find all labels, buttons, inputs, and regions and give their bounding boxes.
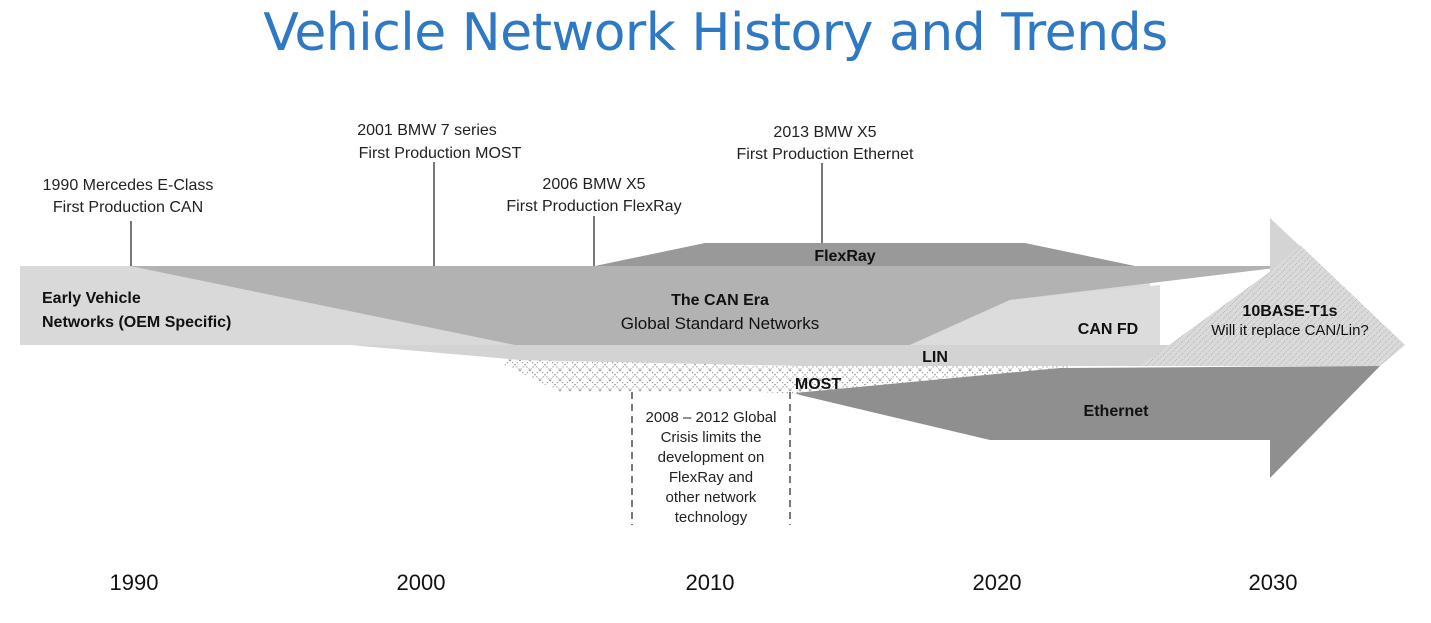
can-era-band: [130, 266, 1275, 345]
milestone-1990-line2: First Production CAN: [53, 199, 203, 216]
early-networks-label-2: Networks (OEM Specific): [42, 314, 231, 331]
early-networks-label-1: Early Vehicle: [42, 290, 141, 307]
crisis-line-5: other network: [666, 489, 757, 506]
crisis-line-1: 2008 – 2012 Global: [646, 409, 777, 426]
lin-label: LIN: [922, 349, 948, 366]
milestone-2006-line2: First Production FlexRay: [506, 198, 681, 215]
t1s-region: [1140, 245, 1405, 366]
crisis-line-4: FlexRay and: [669, 469, 753, 486]
milestone-2013-line1: 2013 BMW X5: [773, 124, 876, 141]
year-label-2030: 2030: [1249, 570, 1298, 595]
lin-band: [350, 345, 1405, 366]
crisis-line-3: development on: [658, 449, 765, 466]
can-fd-band: [910, 285, 1160, 345]
t1s-label: 10BASE-T1s: [1242, 303, 1337, 320]
milestone-2013-line2: First Production Ethernet: [737, 146, 915, 163]
flexray-band: [595, 243, 1135, 266]
year-label-2000: 2000: [397, 570, 446, 595]
ethernet-arrow: [795, 366, 1380, 478]
milestone-2001-line1: 2001 BMW 7 series: [357, 122, 497, 139]
milestone-1990-line1: 1990 Mercedes E-Class: [43, 177, 214, 194]
t1s-question-label: Will it replace CAN/Lin?: [1211, 322, 1369, 339]
crisis-line-2: Crisis limits the: [661, 429, 762, 446]
global-standard-label: Global Standard Networks: [621, 314, 819, 333]
ethernet-label: Ethernet: [1084, 403, 1150, 420]
page-title: Vehicle Network History and Trends: [263, 3, 1168, 63]
year-label-2010: 2010: [686, 570, 735, 595]
milestone-2001-line2: First Production MOST: [359, 145, 522, 162]
can-fd-label: CAN FD: [1078, 321, 1138, 338]
milestone-2006-line1: 2006 BMW X5: [542, 176, 645, 193]
flexray-label: FlexRay: [814, 248, 875, 265]
crisis-line-6: technology: [675, 509, 748, 526]
year-label-1990: 1990: [110, 570, 159, 595]
can-era-label: The CAN Era: [671, 292, 769, 309]
year-label-2020: 2020: [973, 570, 1022, 595]
most-label: MOST: [795, 376, 841, 393]
